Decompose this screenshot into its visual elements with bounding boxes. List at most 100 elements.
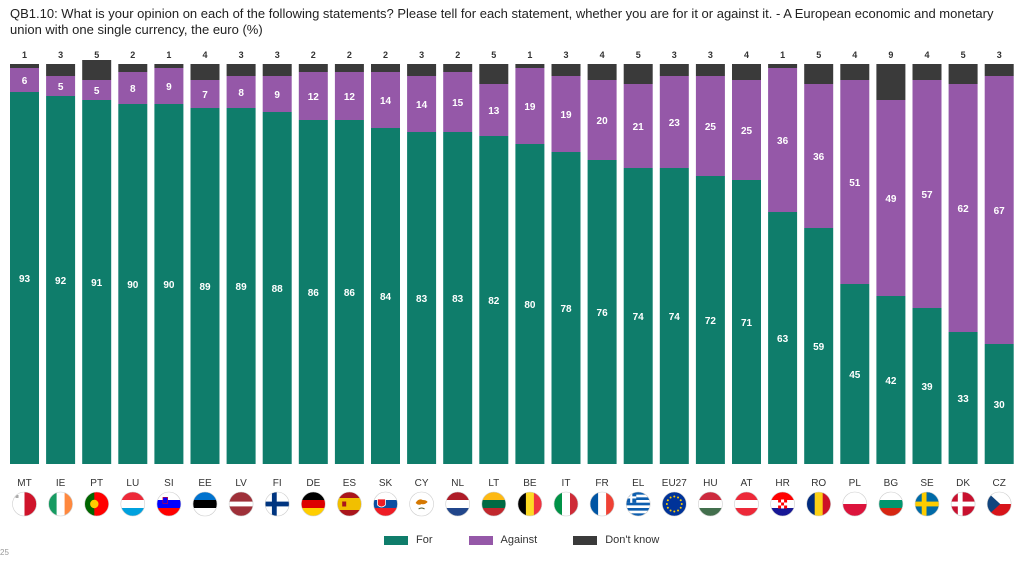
bar-against-hu [695,76,725,176]
bar-for-hr [768,212,798,464]
bar-dont-know-hu [695,64,725,76]
legend-swatch-against [468,535,493,545]
bar-dont-know-si [154,64,184,68]
tick-label-se: SE [920,478,934,489]
tick-label-de: DE [306,478,320,489]
label-against-ee: 7 [202,90,208,101]
bar-dont-know-at [732,64,761,80]
bar-dont-know-dk [948,64,978,84]
label-dont-know-it: 3 [563,50,568,60]
label-dont-know-ee: 4 [202,50,207,60]
country-labels-layer: MT IE PT LU SI EE LV FI DE ES SK CY NL LT BE IT FR EL EU27… [17,478,1006,489]
tick-label-sk: SK [379,478,393,489]
bar-against-cy [407,76,437,132]
bar-against-ee [190,80,220,108]
bar-dont-know-ro [804,64,834,84]
bar-dont-know-ie [46,64,76,76]
bar-dont-know-se [912,64,942,80]
tick-label-lv: LV [235,478,247,489]
italy-flag-icon [553,491,579,517]
bar-against-es [334,72,364,120]
label-for-hu: 72 [705,316,717,327]
bar-against-nl [443,72,473,132]
label-dont-know-nl: 2 [455,50,460,60]
bar-for-lv [226,108,256,464]
bar-against-eu27 [659,76,689,168]
tick-label-cy: CY [415,478,429,489]
bar-against-se [912,80,942,308]
bar-for-ro [804,228,834,464]
label-dont-know-el: 5 [636,50,641,60]
label-against-dk: 62 [958,204,970,215]
label-for-fr: 76 [597,308,609,319]
bar-dont-know-pl [840,64,870,80]
bar-for-ee [190,108,220,464]
bar-for-cz [984,344,1014,464]
legend-item-against: Against [468,534,537,546]
bar-for-eu27 [659,168,689,464]
bar-dont-know-bg [876,64,906,100]
label-dont-know-cz: 3 [997,50,1002,60]
ireland-flag-icon [48,491,73,517]
label-dont-know-eu27: 3 [672,50,677,60]
romania-flag-icon [806,491,832,517]
label-for-ie: 92 [55,276,67,287]
portugal-flag-icon [84,491,109,517]
label-against-sk: 14 [380,96,392,107]
tick-label-cz: CZ [993,478,1006,489]
label-dont-know-bg: 9 [888,50,893,60]
legend-item-dont-know: Don't know [573,534,659,546]
bars-layer: 9369259159089098978988898612861284148314… [10,60,1014,464]
label-against-si: 9 [166,82,172,93]
bar-for-el [623,168,653,464]
label-for-nl: 83 [452,294,464,305]
bar-against-lv [226,76,256,108]
label-against-ro: 36 [813,152,825,163]
bar-for-pt [82,100,112,464]
lithuania-flag-icon [481,491,507,517]
label-against-bg: 49 [885,194,897,205]
bar-dont-know-cy [407,64,437,76]
bar-for-fr [587,160,617,464]
malta-flag-icon [12,491,37,517]
label-for-pt: 91 [91,278,103,289]
bulgaria-flag-icon [878,491,904,517]
tick-label-pt: PT [90,478,103,489]
legend-swatch-dont-know [573,535,598,545]
bar-for-hu [695,176,725,464]
tick-label-be: BE [523,478,537,489]
label-dont-know-es: 2 [347,50,352,60]
bar-dont-know-fr [587,64,617,80]
label-dont-know-mt: 1 [22,50,27,60]
bar-dont-know-lu [118,64,148,72]
denmark-flag-icon [950,491,976,517]
bar-for-sk [371,128,400,464]
label-against-fr: 20 [597,116,609,127]
bar-against-pt [82,80,112,100]
label-dont-know-cy: 3 [419,50,424,60]
legend-label-dont-know: Don't know [605,534,660,546]
latvia-flag-icon [228,491,254,517]
label-against-el: 21 [633,122,645,133]
tick-label-it: IT [562,478,571,489]
tick-label-hu: HU [703,478,717,489]
bar-for-es [334,120,364,464]
tick-label-pl: PL [849,478,862,489]
label-against-mt: 6 [22,76,28,87]
label-against-at: 25 [741,126,753,137]
tick-label-el: EL [632,478,645,489]
bar-against-at [732,80,761,180]
tick-label-es: ES [343,478,357,489]
eu-flag-icon [661,491,687,517]
label-against-eu27: 23 [669,118,681,129]
corner-note: 25 [0,548,9,557]
bar-against-si [154,68,184,104]
label-for-lv: 89 [236,282,248,293]
bar-dont-know-eu27 [659,64,689,76]
bar-against-fr [587,80,617,160]
label-for-ro: 59 [813,342,825,353]
tick-label-lu: LU [126,478,139,489]
label-dont-know-hr: 1 [780,50,785,60]
legend-swatch-for [384,535,408,545]
